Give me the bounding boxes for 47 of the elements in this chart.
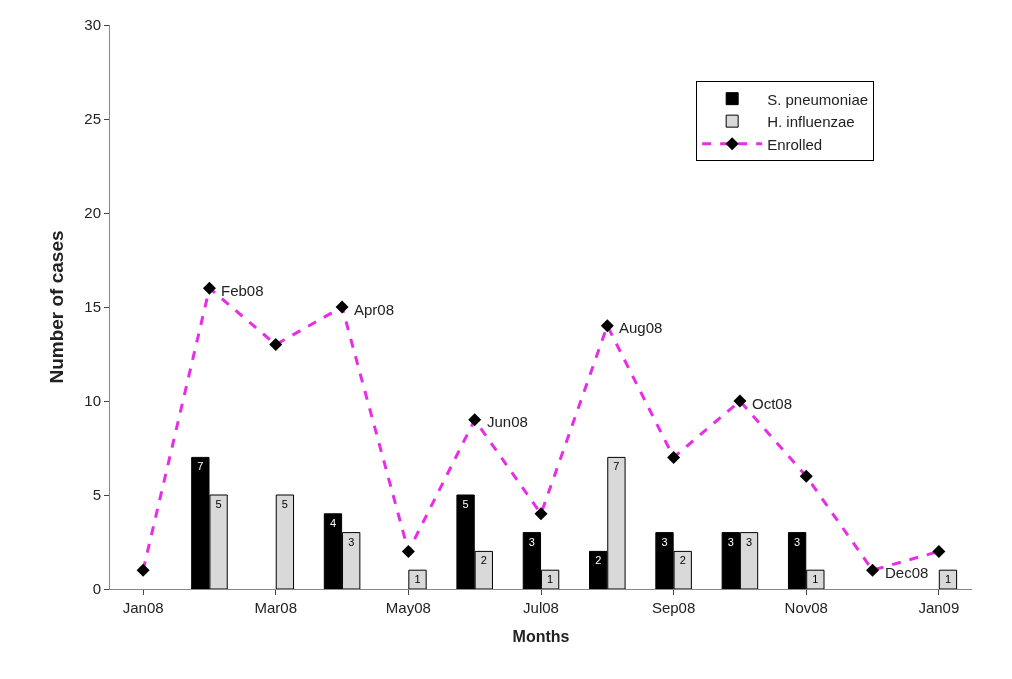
annotation: Jun08 (487, 413, 528, 430)
legend-label: S. pneumoniae (767, 90, 869, 108)
data-label: 3 (727, 535, 734, 548)
annotation: Dec08 (885, 564, 929, 581)
y-tick-label: 15 (84, 298, 101, 316)
x-tick-label: Mar08 (254, 599, 298, 616)
x-tick-label: Jan09 (918, 599, 960, 616)
bar (275, 494, 295, 589)
data-label: 3 (528, 535, 535, 548)
data-label: 3 (794, 535, 801, 548)
bar (938, 569, 958, 589)
data-label: 4 (329, 516, 337, 529)
data-label: 3 (745, 535, 753, 548)
data-label: 5 (215, 498, 222, 510)
annotation: Feb08 (221, 282, 264, 299)
annotation: Aug08 (619, 319, 663, 336)
data-label: 3 (348, 535, 355, 548)
data-label: 2 (480, 554, 487, 567)
annotation: Oct08 (752, 395, 793, 412)
x-tick-label: Jan08 (122, 599, 164, 616)
data-label: 1 (414, 573, 421, 586)
x-axis-title: Months (512, 627, 570, 645)
annotation: Apr08 (354, 301, 395, 318)
data-label: 1 (944, 573, 952, 586)
legend-label: Enrolled (767, 135, 823, 153)
data-label: 1 (812, 573, 819, 586)
y-tick-label: 0 (92, 580, 101, 598)
bar (408, 569, 427, 589)
x-tick-label: Sep08 (651, 599, 696, 616)
data-label: 3 (661, 535, 668, 548)
y-axis-title: Number of cases (46, 230, 68, 384)
y-tick-label: 5 (92, 486, 101, 504)
y-tick-label: 20 (84, 204, 101, 222)
data-label: 2 (595, 554, 602, 567)
legend-label: H. influenzae (767, 113, 855, 130)
data-label: 2 (679, 554, 686, 567)
y-tick-label: 10 (84, 392, 101, 410)
y-tick-label: 30 (84, 16, 101, 34)
x-tick-label: Jul08 (523, 599, 559, 616)
data-label: 5 (462, 498, 469, 510)
y-tick-label: 25 (84, 110, 101, 128)
x-tick-label: May08 (385, 599, 431, 616)
data-label: 7 (197, 460, 204, 473)
data-label: 5 (281, 498, 288, 510)
data-label: 1 (547, 573, 554, 586)
data-label: 7 (613, 460, 620, 473)
x-tick-label: Nov08 (784, 599, 828, 616)
